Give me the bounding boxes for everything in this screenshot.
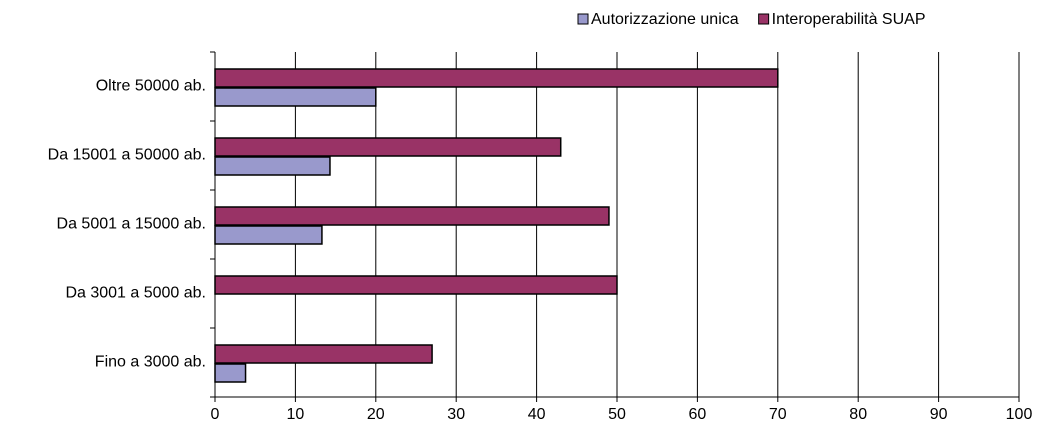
bar — [214, 156, 331, 176]
x-tick-label: 40 — [528, 406, 546, 423]
bar — [214, 225, 323, 245]
bar — [214, 206, 610, 226]
y-tick-label: Da 15001 a 50000 ab. — [48, 147, 206, 164]
legend-label: Interoperabilità SUAP — [772, 11, 926, 28]
x-tick-label: 50 — [608, 406, 626, 423]
x-tick-label: 20 — [367, 406, 385, 423]
y-tick-label: Fino a 3000 ab. — [95, 354, 206, 371]
x-tick-label: 10 — [287, 406, 305, 423]
x-tick-label: 80 — [849, 406, 867, 423]
legend-swatch — [577, 13, 589, 25]
y-tick-label: Oltre 50000 ab. — [96, 78, 206, 95]
bar — [214, 275, 618, 295]
legend-label: Autorizzazione unica — [591, 11, 739, 28]
x-tick-label: 100 — [1006, 406, 1033, 423]
x-tick-label: 30 — [447, 406, 465, 423]
bar — [214, 344, 433, 364]
bar — [214, 363, 247, 383]
bar — [214, 137, 562, 157]
y-tick-label: Da 5001 a 15000 ab. — [57, 216, 206, 233]
x-tick-label: 60 — [689, 406, 707, 423]
x-tick-label: 90 — [930, 406, 948, 423]
bar — [214, 87, 377, 107]
x-tick-label: 0 — [211, 406, 220, 423]
y-tick-label: Da 3001 a 5000 ab. — [65, 285, 206, 302]
legend-swatch — [758, 13, 770, 25]
x-tick-label: 70 — [769, 406, 787, 423]
bar — [214, 68, 779, 88]
